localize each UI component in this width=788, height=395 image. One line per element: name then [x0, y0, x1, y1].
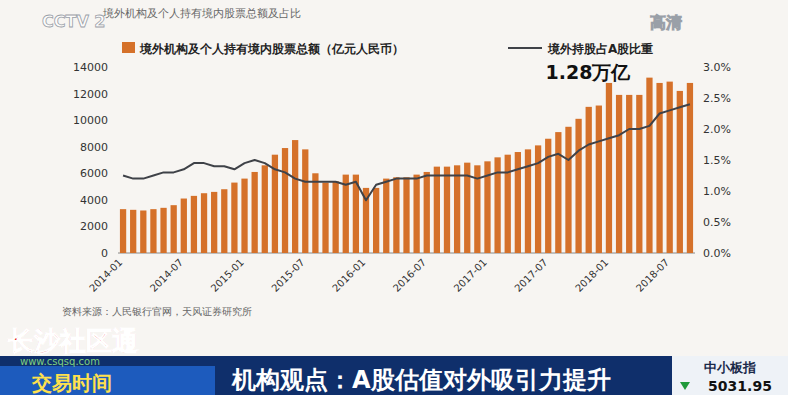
bar — [444, 167, 450, 253]
bar — [312, 173, 318, 253]
watermark-url: www.csqsq.com — [20, 356, 100, 367]
legend-label: 境外机构及个人持有境内股票总额（亿元人民币） — [139, 42, 404, 56]
bar — [221, 189, 227, 253]
y-tick-label: 12000 — [73, 88, 108, 101]
bar — [403, 177, 409, 253]
y2-tick-label: 1.0% — [703, 185, 731, 198]
bar — [646, 78, 652, 253]
bar — [596, 106, 602, 253]
x-tick-label: 2017-07 — [512, 257, 549, 294]
chart-title: 境外机构及个人持有境内股票总额及占比 — [102, 7, 301, 20]
bar — [606, 83, 612, 253]
bar — [373, 188, 379, 253]
bar — [241, 179, 247, 253]
bar — [343, 175, 349, 253]
program: 交易时间 — [31, 371, 112, 395]
bar — [393, 177, 399, 253]
bar — [333, 181, 339, 253]
bar — [505, 155, 511, 253]
y-tick-label: 0 — [101, 247, 108, 260]
bar — [292, 140, 298, 253]
y-tick-label: 8000 — [80, 141, 108, 154]
x-tick-label: 2016-01 — [330, 257, 367, 294]
bar — [656, 83, 662, 253]
bar — [424, 172, 430, 253]
bar — [687, 83, 693, 253]
banner — [0, 356, 788, 395]
headline: 机构观点：A股估值对外吸引力提升 — [231, 366, 611, 394]
down-arrow — [680, 382, 690, 390]
bar — [302, 149, 308, 253]
y-tick-label: 2000 — [80, 220, 108, 233]
y2-tick-label: 3.0% — [703, 61, 731, 74]
x-tick-label: 2017-01 — [452, 257, 489, 294]
y2-tick-label: 2.5% — [703, 92, 731, 105]
chart-svg: 境外机构及个人持有境内股票总额及占比境外机构及个人持有境内股票总额（亿元人民币）… — [0, 0, 788, 395]
x-tick-label: 2016-07 — [391, 257, 428, 294]
index-box — [672, 356, 788, 395]
bar — [181, 199, 187, 253]
line — [123, 104, 690, 200]
bar — [383, 179, 389, 253]
bar — [130, 210, 136, 253]
legend-label: 境外持股占A股比重 — [547, 42, 653, 56]
bar — [575, 119, 581, 253]
bar — [667, 82, 673, 253]
index-value: 5031.95 — [708, 378, 772, 394]
bar — [626, 95, 632, 253]
watermark: 长沙社区通 — [7, 326, 138, 356]
x-tick-label: 2015-07 — [269, 257, 306, 294]
y2-tick-label: 2.0% — [703, 123, 731, 136]
bar — [262, 165, 268, 253]
legend-swatch — [508, 47, 542, 49]
bar — [565, 127, 571, 253]
x-tick-label: 2014-07 — [148, 257, 185, 294]
y2-tick-label: 0.5% — [703, 216, 731, 229]
y2-tick-label: 1.5% — [703, 154, 731, 167]
x-tick-label: 2018-01 — [573, 257, 610, 294]
bar — [413, 175, 419, 253]
annotation: 1.28万亿 — [546, 61, 632, 83]
bar — [140, 210, 146, 253]
bar — [252, 172, 258, 253]
bar — [555, 132, 561, 253]
bar — [191, 196, 197, 253]
x-tick-label: 2015-01 — [209, 257, 246, 294]
bar — [434, 167, 440, 253]
stage: 境外机构及个人持有境内股票总额及占比境外机构及个人持有境内股票总额（亿元人民币）… — [0, 0, 788, 395]
y-tick-label: 6000 — [80, 167, 108, 180]
bar — [231, 183, 237, 253]
index-name: 中小板指 — [704, 360, 756, 375]
y-tick-label: 4000 — [80, 194, 108, 207]
bar — [282, 148, 288, 253]
bar — [322, 183, 328, 253]
channel-logo: CCTV 2 — [42, 12, 105, 31]
bar — [160, 208, 166, 253]
legend-swatch — [122, 42, 135, 53]
background — [0, 0, 788, 395]
bar — [677, 91, 683, 253]
x-tick-label: 2014-01 — [87, 257, 124, 294]
bar — [150, 209, 156, 253]
bar — [171, 205, 177, 253]
bar — [201, 193, 207, 253]
source: 资料来源：人民银行官网，天风证券研究所 — [62, 306, 252, 317]
bar — [636, 95, 642, 253]
hd-logo: 高清 — [650, 13, 682, 32]
y-tick-label: 14000 — [73, 61, 108, 74]
bar — [515, 152, 521, 253]
x-tick-label: 2018-07 — [634, 257, 671, 294]
y-tick-label: 10000 — [73, 114, 108, 127]
bar — [211, 192, 217, 253]
bar — [454, 165, 460, 253]
plot-area — [120, 78, 693, 253]
bar — [120, 209, 126, 253]
bar — [586, 107, 592, 253]
y2-tick-label: 0.0% — [703, 247, 731, 260]
program-box — [0, 366, 215, 395]
bar — [616, 95, 622, 253]
